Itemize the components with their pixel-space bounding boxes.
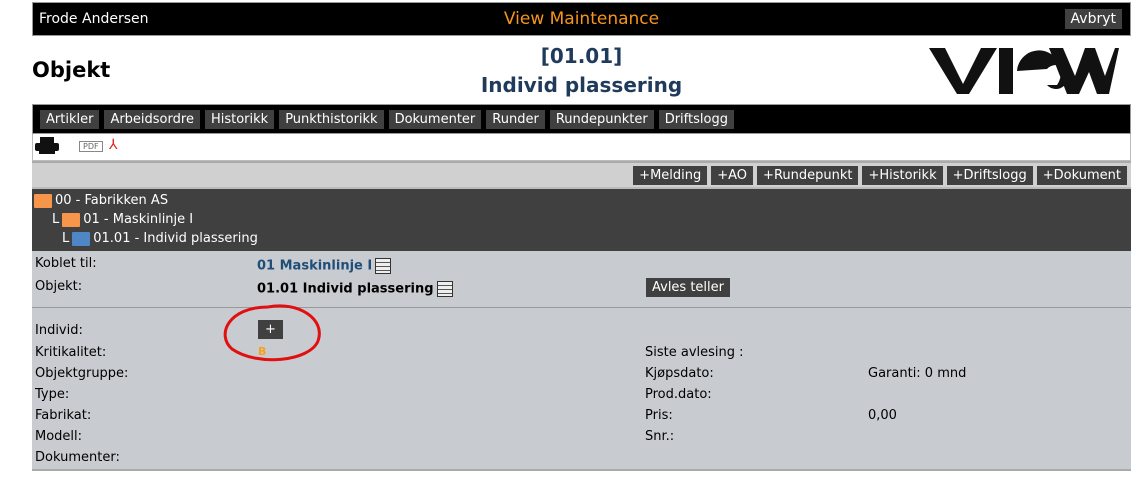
folder-icon: [72, 231, 91, 246]
user-name: Frode Andersen: [39, 11, 149, 27]
divider: [32, 307, 1131, 308]
add-dokument-button[interactable]: +Dokument: [1036, 165, 1127, 185]
pris-value: 0,00: [868, 408, 897, 423]
add-rundepunkt-button[interactable]: +Rundepunkt: [757, 165, 859, 185]
tab-dokumenter[interactable]: Dokumenter: [388, 109, 482, 129]
add-ao-button[interactable]: +AO: [711, 165, 754, 185]
label: Pris:: [645, 408, 673, 423]
label: Kritikalitet:: [35, 345, 107, 360]
label: Dokumenter:: [35, 450, 120, 465]
label: Type:: [35, 387, 70, 402]
label: Snr.:: [645, 429, 675, 444]
label: Prod.dato:: [645, 387, 712, 402]
printer-icon[interactable]: [35, 137, 59, 155]
tab-historikk[interactable]: Historikk: [204, 109, 275, 129]
tree-item[interactable]: 00 - Fabrikken AS: [32, 191, 1131, 210]
label: Kjøpsdato:: [645, 366, 714, 381]
tab-artikler[interactable]: Artikler: [40, 109, 100, 129]
nav-bar: Artikler Arbeidsordre Historikk Punkthis…: [32, 104, 1131, 134]
structure-icon[interactable]: [436, 281, 453, 297]
add-driftslogg-button[interactable]: +Driftslogg: [946, 165, 1033, 185]
avles-teller-button[interactable]: Avles teller: [646, 278, 731, 297]
tab-driftslogg[interactable]: Driftslogg: [658, 109, 734, 129]
garanti-value: Garanti: 0 mnd: [868, 366, 967, 381]
add-melding-button[interactable]: +Melding: [633, 165, 708, 185]
object-code: [01.01]: [540, 44, 623, 68]
page-title: Objekt: [32, 58, 111, 82]
cancel-button[interactable]: Avbryt: [1064, 9, 1122, 29]
pdf-icon[interactable]: PDF: [79, 141, 103, 152]
top-bar: Frode Andersen View Maintenance Avbryt: [32, 2, 1131, 36]
structure-icon[interactable]: [375, 258, 392, 274]
label: Individ:: [35, 323, 83, 338]
koblet-link[interactable]: 01 Maskinlinje I: [257, 258, 392, 274]
label: Objekt:: [35, 279, 83, 294]
view-logo: [929, 48, 1119, 94]
label: Modell:: [35, 429, 83, 444]
action-bar: +Melding +AO +Rundepunkt +Historikk +Dri…: [32, 161, 1131, 187]
tab-rundepunkter[interactable]: Rundepunkter: [549, 109, 654, 129]
red-annotation-circle: [223, 304, 321, 362]
add-historikk-button[interactable]: +Historikk: [862, 165, 943, 185]
objekt-value: 01.01 Individ plassering: [257, 281, 453, 297]
add-individ-button[interactable]: +: [258, 320, 283, 339]
acrobat-icon: ⅄: [109, 137, 118, 153]
tab-punkthistorikk[interactable]: Punkthistorikk: [279, 109, 384, 129]
tab-arbeidsordre[interactable]: Arbeidsordre: [104, 109, 200, 129]
kritikalitet-value: B: [258, 345, 267, 358]
label: Fabrikat:: [35, 408, 92, 423]
folder-icon: [34, 193, 52, 208]
app-title: View Maintenance: [503, 9, 660, 29]
label: Objektgruppe:: [35, 366, 129, 381]
label: Siste avlesing :: [645, 345, 744, 360]
object-name: Individ plassering: [480, 73, 683, 97]
label: Koblet til:: [35, 256, 97, 271]
tree-item[interactable]: L 01.01 - Individ plassering: [62, 231, 258, 246]
folder-icon: [62, 212, 81, 227]
tree-item[interactable]: L 01 - Maskinlinje I: [52, 212, 194, 227]
tab-runder[interactable]: Runder: [486, 109, 545, 129]
object-form: Koblet til: 01 Maskinlinje I Objekt: 01.…: [32, 251, 1131, 471]
